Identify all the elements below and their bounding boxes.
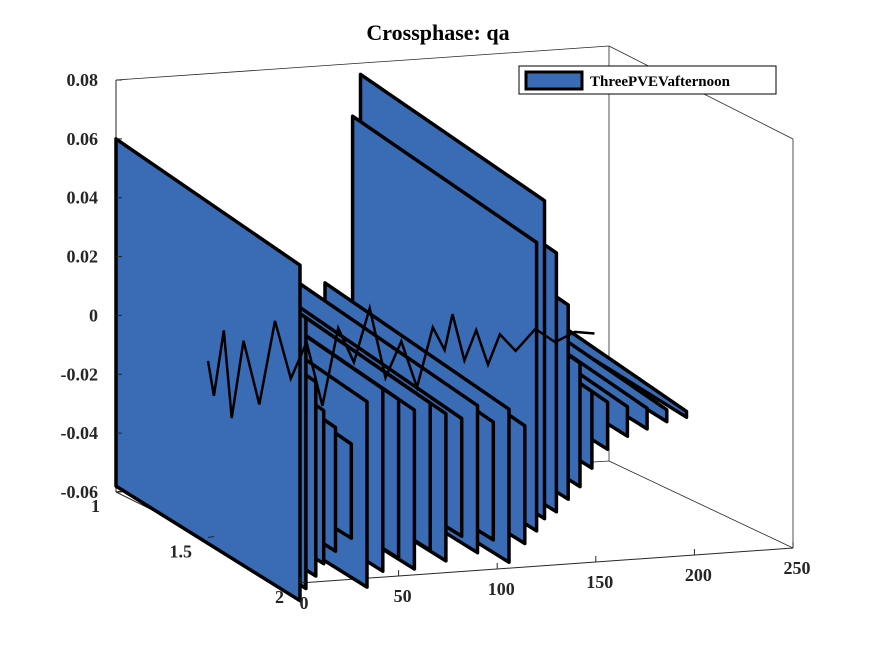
y-tick-label: 1.5 [170, 542, 193, 562]
box-edge-top-back [115, 45, 610, 81]
series-surface [114, 72, 689, 603]
x-tick-label: 150 [586, 572, 613, 592]
z-tick-label: 0.02 [67, 247, 99, 267]
legend-swatch [524, 70, 584, 91]
z-tick-label: -0.06 [61, 482, 99, 502]
x-tick-label: 0 [300, 593, 309, 613]
z-tick-label: 0 [89, 305, 98, 325]
x-axis-line [299, 547, 794, 584]
y-tick-label: 2 [275, 587, 284, 607]
surface-slab-0 [114, 137, 302, 603]
box-edge-bottom-right [608, 460, 794, 549]
x-tick-label: 200 [685, 565, 712, 585]
legend: ThreePVEVafternoon [518, 65, 777, 95]
y-tick-mark [299, 581, 307, 584]
axis-ticks: 0.08 0.06 0.04 0.02 0 -0.02 -0.04 -0.06 0 50 100 15… [61, 70, 811, 613]
y-tick-mark [115, 490, 123, 493]
legend-entry-label: ThreePVEVafternoon [590, 74, 731, 90]
z-tick-label: -0.02 [61, 364, 99, 384]
z-tick-label: -0.04 [61, 423, 99, 443]
y-tick-mark [207, 536, 215, 538]
surface-profile-line [206, 303, 595, 419]
z-tick-label: 0.08 [67, 70, 99, 90]
chart-title: Crossphase: qa [366, 20, 509, 45]
x-tick-label: 50 [394, 586, 412, 606]
z-tick-label: 0.06 [67, 129, 99, 149]
x-tick-label: 100 [488, 579, 515, 599]
x-tick-label: 250 [784, 558, 811, 578]
y-tick-label: 1 [91, 496, 100, 516]
z-tick-label: 0.04 [67, 188, 99, 208]
